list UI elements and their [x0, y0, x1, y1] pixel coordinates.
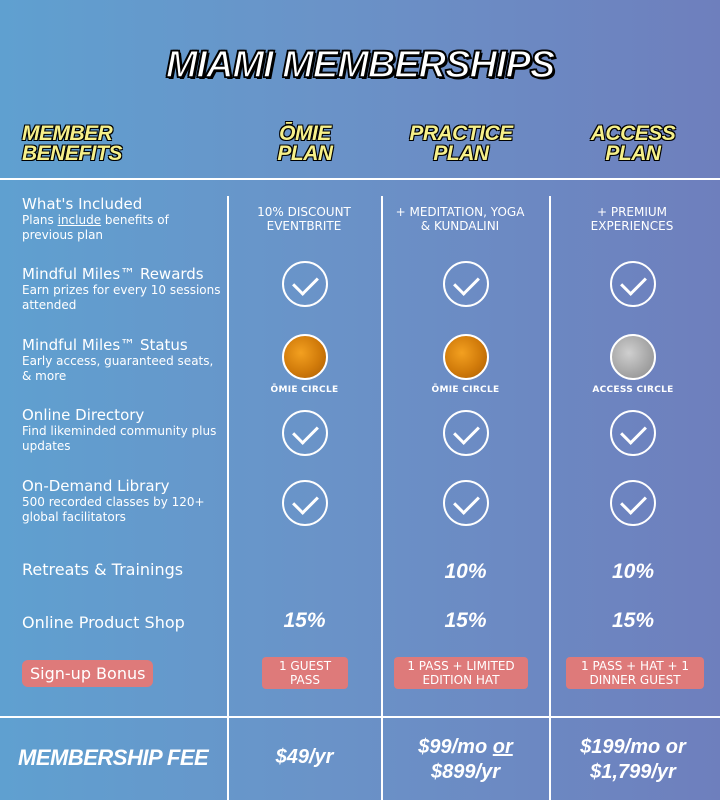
directory-practice: [382, 410, 549, 456]
check-icon: [610, 261, 656, 307]
check-icon: [610, 480, 656, 526]
rewards-practice: [382, 261, 549, 307]
check-icon: [442, 261, 489, 307]
shop-practice: 15%: [444, 609, 487, 632]
gold-medal-icon: [281, 334, 328, 380]
gold-medal-icon: [442, 334, 489, 380]
row-label-directory: Online Directory Find likeminded communi…: [22, 406, 217, 453]
shop-omie: 15%: [283, 609, 326, 632]
status-omie: ŌMIE CIRCLE: [228, 334, 381, 395]
column-header-practice: PRACTICE PLAN: [409, 122, 513, 165]
membership-fee-label: MEMBERSHIP FEE: [18, 745, 209, 770]
column-header-access: ACCESS PLAN: [590, 122, 676, 165]
row-label-shop: Online Product Shop: [22, 613, 185, 632]
row-label-rewards: Mindful Miles™ Rewards Earn prizes for e…: [22, 265, 221, 312]
bonus-omie: 1 GUEST PASS: [262, 657, 348, 689]
fee-omie: $49/yr: [275, 746, 334, 768]
fee-practice: $99/mo or $899/yr: [418, 736, 513, 783]
included-omie: 10% DISCOUNT EVENTBRITE: [257, 205, 351, 233]
header-divider: [0, 178, 720, 180]
rewards-omie: [228, 261, 381, 307]
library-omie: [228, 480, 381, 526]
included-practice: + MEDITATION, YOGA & KUNDALINI: [395, 205, 525, 233]
column-divider-2: [381, 196, 383, 800]
column-divider-3: [549, 196, 551, 800]
signup-bonus-label: Sign-up Bonus: [22, 660, 154, 687]
row-label-retreats: Retreats & Trainings: [22, 560, 184, 579]
directory-access: [550, 410, 716, 456]
column-divider-1: [227, 196, 229, 800]
page-title: MIAMI MEMBERSHIPS: [165, 43, 556, 87]
silver-medal-icon: [610, 334, 656, 380]
row-label-included: What's Included Plans include benefits o…: [22, 195, 169, 242]
column-header-omie: ŌMIE PLAN: [277, 122, 333, 165]
check-icon: [281, 480, 328, 526]
retreats-practice: 10%: [444, 560, 487, 583]
status-access: ACCESS CIRCLE: [550, 334, 716, 395]
check-icon: [610, 410, 656, 456]
check-icon: [281, 261, 328, 307]
row-label-status: Mindful Miles™ Status Early access, guar…: [22, 336, 214, 383]
rewards-access: [550, 261, 716, 307]
status-practice: ŌMIE CIRCLE: [382, 334, 549, 395]
bonus-access: 1 PASS + HAT + 1 DINNER GUEST: [566, 657, 704, 689]
library-access: [550, 480, 716, 526]
bonus-practice: 1 PASS + LIMITED EDITION HAT: [394, 657, 528, 689]
fee-divider: [0, 716, 720, 718]
retreats-access: 10%: [611, 560, 655, 583]
directory-omie: [228, 410, 381, 456]
fee-access: $199/mo or $1,799/yr: [580, 736, 686, 783]
library-practice: [382, 480, 549, 526]
check-icon: [281, 410, 328, 456]
column-header-benefits: MEMBER BENEFITS: [22, 122, 122, 165]
check-icon: [442, 480, 489, 526]
shop-access: 15%: [611, 609, 655, 632]
included-access: + PREMIUM EXPERIENCES: [590, 205, 674, 233]
check-icon: [442, 410, 489, 456]
row-label-library: On-Demand Library 500 recorded classes b…: [22, 477, 205, 524]
